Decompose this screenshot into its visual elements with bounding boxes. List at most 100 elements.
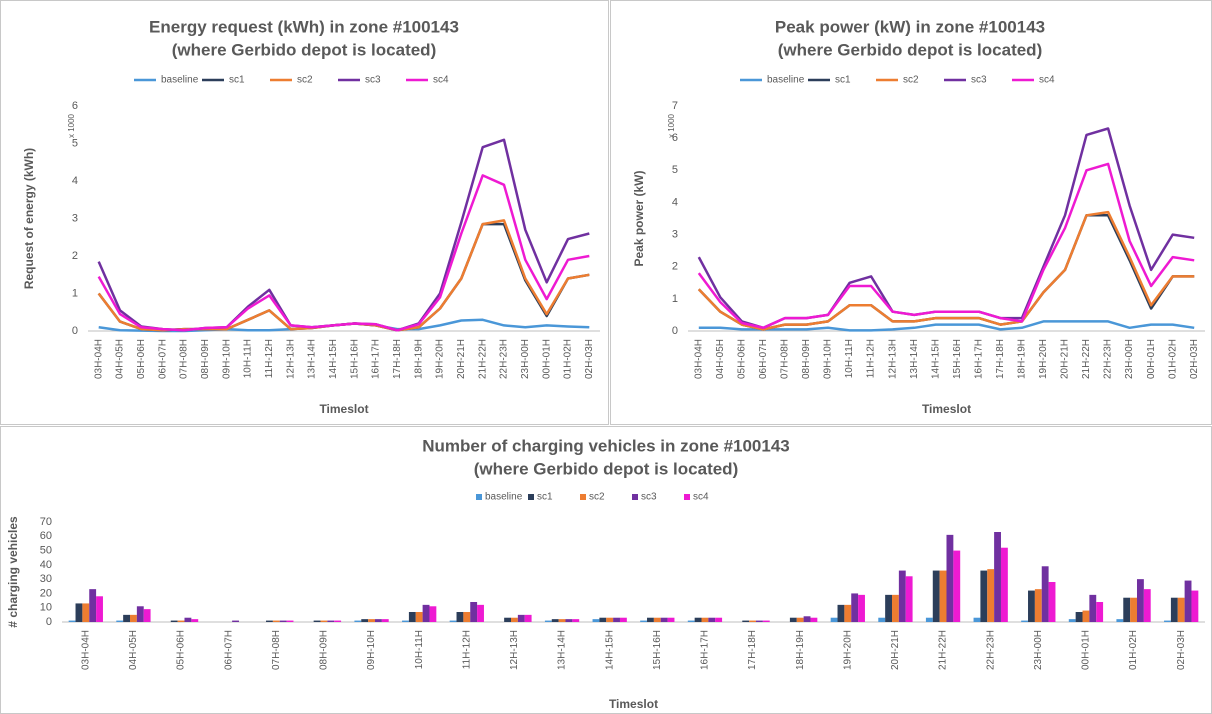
bar [89,589,97,622]
y-tick-label: 4 [672,196,678,208]
x-tick-label: 11H-12H [264,339,275,378]
x-tick-label: 03H-04H [80,630,91,670]
bar [898,570,906,622]
bar [116,620,124,622]
bar [75,603,83,622]
x-tick-label: 11H-12H [461,630,472,669]
bar [606,617,614,622]
x-tick-label: 14H-15H [604,630,615,670]
x-tick-label: 16H-17H [973,339,984,379]
y-tick-label: 2 [72,250,78,262]
x-tick-label: 07H-08H [271,630,282,670]
chart-title: Number of charging vehicles in zone #100… [422,436,790,455]
bar [660,617,668,622]
legend-label: sc1 [537,492,553,503]
x-axis-title: Timeslot [319,402,368,416]
x-tick-label: 22H-23H [499,339,510,379]
legend-swatch [684,494,690,500]
bar [667,617,675,622]
bar [170,620,178,622]
chart-title: Peak power (kW) in zone #100143 [775,17,1045,36]
bar [1028,590,1035,622]
x-tick-label: 21H-22H [938,630,949,670]
x-tick-label: 14H-15H [328,339,339,379]
bar [313,620,321,622]
x-tick-label: 08H-09H [200,339,211,379]
bar [449,620,457,622]
bar [544,620,552,622]
x-tick-label: 07H-08H [780,339,791,379]
y-tick-label: 2 [672,261,678,273]
bar [1170,597,1178,622]
x-tick-label: 20H-21H [456,339,467,379]
bar [368,619,375,622]
bar [1075,612,1083,622]
bar [755,620,763,622]
bar [136,606,144,622]
legend-swatch [632,494,638,500]
x-tick-label: 04H-05H [115,339,126,379]
legend-label: sc3 [365,75,381,86]
x-tick-label: 08H-09H [801,339,812,379]
bar [130,614,137,622]
line-series [97,138,590,332]
bar [470,602,478,622]
x-tick-label: 17H-18H [995,339,1006,379]
x-tick-label: 09H-10H [823,339,834,379]
y-tick-label: 6 [672,132,678,144]
x-tick-label: 00H-01H [541,339,552,379]
x-tick-label: 19H-20H [1038,339,1049,379]
bar [905,576,913,622]
bar [191,619,199,622]
y-tick-label: 30 [40,573,52,585]
bar [1123,597,1131,622]
x-tick-label: 10H-11H [243,339,254,378]
x-tick-label: 02H-03H [1189,339,1200,379]
bar [708,617,716,622]
bar [1089,594,1097,622]
bar [381,619,389,622]
bar [354,620,362,622]
bar [551,619,559,622]
bar [749,620,756,622]
line-series [698,320,1195,332]
y-tick-label: 0 [46,616,52,628]
bar [374,619,382,622]
bar [408,612,416,622]
y-tick-label: 0 [72,325,78,337]
bar [946,534,954,622]
bar [701,617,709,622]
y-tick-label: 0 [672,325,678,337]
x-tick-label: 19H-20H [435,339,446,379]
legend-label: sc2 [297,75,313,86]
x-tick-label: 15H-16H [952,339,963,379]
chart-subtitle: (where Gerbido depot is located) [172,40,436,59]
line-series [97,174,590,332]
bar [803,616,811,622]
bar [143,609,151,622]
y-tick-label: 5 [672,164,678,176]
x-tick-label: 22H-23H [1103,339,1114,379]
bar [334,620,342,622]
x-tick-label: 21H-22H [1081,339,1092,379]
bar [1068,619,1076,622]
bar [266,620,273,622]
bar [511,617,518,622]
bar [1184,580,1192,622]
bar [925,617,933,622]
chart-subtitle: (where Gerbido depot is located) [474,459,738,478]
x-tick-label: 12H-13H [509,630,520,670]
x-tick-label: 18H-19H [413,339,424,379]
bar [932,570,940,622]
legend-label: sc4 [693,492,709,503]
bar [599,617,607,622]
x-tick-label: 17H-18H [392,339,403,379]
bar [592,619,600,622]
line-series [697,127,1195,330]
x-tick-label: 03H-04H [693,339,704,379]
x-tick-label: 08H-09H [319,630,330,670]
bar [1116,619,1124,622]
bar [953,550,961,622]
legend-label: baseline [161,75,199,86]
